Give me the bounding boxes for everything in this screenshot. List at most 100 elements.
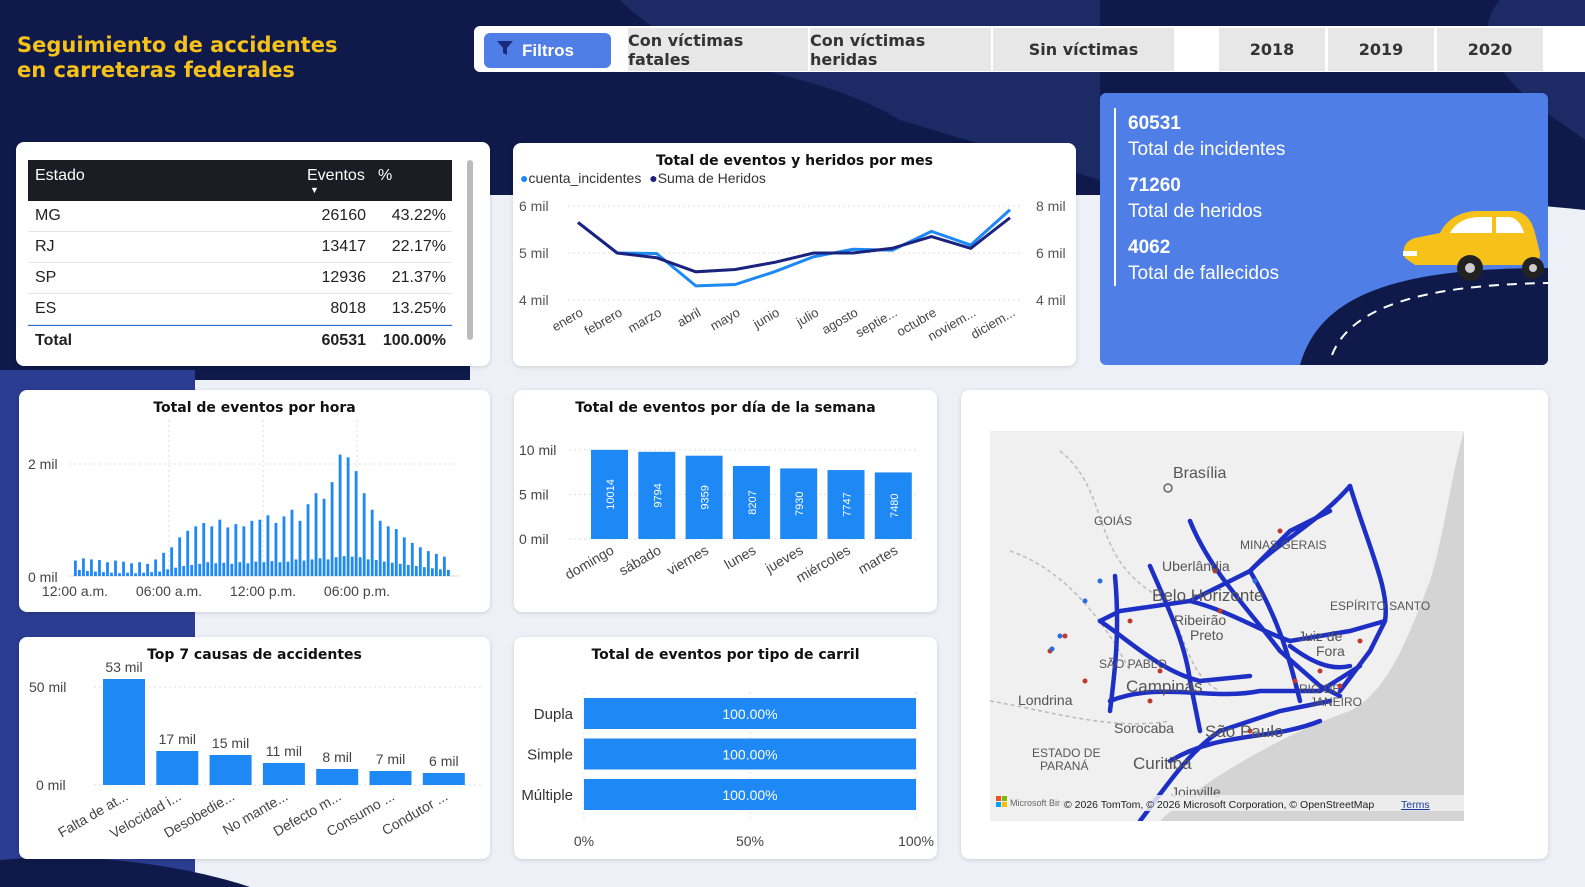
y-tick-lane: Simple bbox=[527, 747, 573, 764]
hourly-bar bbox=[98, 559, 101, 576]
hourly-bar bbox=[394, 529, 398, 576]
microsoft-logo-icon bbox=[996, 802, 1001, 807]
map-accident-dot bbox=[1212, 568, 1218, 574]
hourly-bar bbox=[94, 571, 97, 576]
weekday-bar bbox=[827, 470, 865, 539]
x-tick-day: viernes bbox=[664, 542, 711, 578]
map-accident-dot bbox=[1292, 678, 1298, 684]
lane-bar bbox=[584, 698, 916, 729]
hourly-bar bbox=[230, 563, 234, 576]
map-attribution-bg bbox=[1060, 795, 1464, 811]
hourly-bar bbox=[326, 559, 330, 576]
tab-fatal-victims[interactable]: Con víctimas fatales bbox=[628, 28, 808, 71]
hourly-bar bbox=[382, 561, 386, 576]
hourly-bar bbox=[274, 523, 278, 576]
col-header-eventos[interactable]: Eventos bbox=[307, 167, 365, 184]
weekday-bar-label: 7480 bbox=[889, 493, 901, 517]
y-tick: 5 mil bbox=[519, 487, 549, 503]
map-label: Fora bbox=[1316, 643, 1345, 659]
hourly-bar bbox=[342, 556, 346, 576]
weekday-bar-label: 9359 bbox=[700, 485, 712, 509]
map-terms-link: Terms bbox=[1401, 799, 1430, 811]
tab-injured-victims[interactable]: Con víctimas heridas bbox=[810, 28, 991, 71]
hourly-bar bbox=[430, 568, 434, 576]
legend-incidentes: cuenta_incidentes bbox=[528, 170, 642, 186]
weekday-bar bbox=[874, 472, 912, 539]
state-table: Estado Eventos ▼ % MG 26160 43.22% RJ 13417 2… bbox=[28, 160, 452, 356]
filters-button[interactable]: Filtros bbox=[484, 33, 611, 68]
table-row[interactable]: MG 26160 43.22% bbox=[28, 201, 452, 232]
weekday-bar bbox=[685, 455, 723, 539]
lane-bar-label: 100.00% bbox=[722, 747, 777, 763]
hourly-bar bbox=[262, 562, 266, 576]
sort-desc-icon: ▼ bbox=[310, 185, 319, 195]
hourly-bar bbox=[82, 558, 85, 576]
tab-no-victims[interactable]: Sin víctimas bbox=[993, 28, 1174, 71]
series-line-heridos bbox=[577, 216, 1011, 274]
hourly-bar bbox=[170, 547, 174, 576]
table-total-row: Total 60531 100.00% bbox=[28, 325, 452, 356]
hourly-bar bbox=[266, 515, 270, 576]
hourly-bar bbox=[282, 516, 286, 576]
map-label: PARANÁ bbox=[1040, 758, 1088, 773]
cause-bar-label: 8 mil bbox=[322, 749, 352, 765]
hourly-bar bbox=[378, 520, 382, 576]
series-line-incidentes bbox=[577, 208, 1012, 288]
map-label: Uberlândia bbox=[1162, 558, 1230, 574]
cause-bar-label: 11 mil bbox=[266, 743, 302, 759]
map-route bbox=[1167, 718, 1323, 764]
table-body: MG 26160 43.22% RJ 13417 22.17% SP 12936 21.37% E… bbox=[28, 201, 452, 325]
hourly-bar bbox=[358, 557, 362, 576]
table-row[interactable]: RJ 13417 22.17% bbox=[28, 232, 452, 263]
hourly-bar bbox=[366, 559, 370, 576]
x-tick-month: marzo bbox=[625, 305, 664, 336]
table-row[interactable]: ES 8018 13.25% bbox=[28, 294, 452, 325]
map-label: Londrina bbox=[1018, 692, 1073, 708]
page-title-line2: en carreteras federales bbox=[17, 58, 295, 82]
hourly-bar bbox=[442, 556, 446, 576]
tab-year-2020[interactable]: 2020 bbox=[1437, 28, 1543, 71]
hourly-bar bbox=[202, 523, 206, 576]
map-attribution: © 2026 TomTom, © 2026 Microsoft Corporat… bbox=[1064, 799, 1374, 811]
col-header-pct[interactable]: % bbox=[378, 167, 393, 184]
hourly-bar bbox=[110, 572, 113, 576]
accident-map[interactable]: Brasília GOIÁS MINAS GERAIS Uberlândia Belo … bbox=[990, 431, 1464, 821]
map-accident-dot bbox=[1057, 633, 1063, 639]
cause-bar bbox=[209, 755, 252, 785]
map-label: Campinas bbox=[1126, 677, 1203, 696]
lanes-chart-title: Total de eventos por tipo de carril bbox=[591, 647, 860, 663]
microsoft-logo-icon bbox=[1002, 796, 1007, 801]
hourly-bar bbox=[258, 519, 262, 576]
x-tick-month: febrero bbox=[582, 305, 625, 339]
hourly-bar bbox=[214, 563, 218, 576]
col-header-estado[interactable]: Estado bbox=[35, 167, 85, 184]
cell-eventos: 12936 bbox=[321, 269, 367, 286]
x-tick-day: sábado bbox=[616, 542, 664, 579]
kpi-heridos-label: Total de heridos bbox=[1128, 201, 1263, 222]
map-accident-dot bbox=[1317, 668, 1323, 674]
microsoft-logo-icon bbox=[1002, 802, 1007, 807]
tab-year-2019[interactable]: 2019 bbox=[1328, 28, 1434, 71]
hourly-bar bbox=[102, 572, 105, 576]
x-tick-day: miércoles bbox=[793, 542, 853, 586]
table-row[interactable]: SP 12936 21.37% bbox=[28, 263, 452, 294]
hourly-bar bbox=[210, 526, 214, 576]
x-tick-month: diciem... bbox=[968, 305, 1017, 342]
y-tick-right: 6 mil bbox=[1036, 245, 1066, 261]
cell-estado: SP bbox=[35, 269, 57, 286]
table-scrollbar[interactable] bbox=[467, 160, 473, 340]
hourly-bar bbox=[158, 571, 162, 576]
tab-year-2018[interactable]: 2018 bbox=[1219, 28, 1325, 71]
y-tick-right: 8 mil bbox=[1036, 198, 1066, 214]
map-accident-dot bbox=[1082, 598, 1088, 604]
hourly-bar bbox=[206, 562, 210, 576]
lanes-bar-chart: 0% 50% 100% 100.00% Dupla 100.00% Simple 100.00… bbox=[521, 692, 934, 849]
hourly-bar bbox=[314, 493, 318, 576]
hourly-chart-title: Total de eventos por hora bbox=[153, 400, 356, 416]
map-accident-dot bbox=[1217, 608, 1223, 614]
cell-eventos: 13417 bbox=[321, 238, 367, 255]
map-label: Ribeirão bbox=[1174, 612, 1226, 628]
hourly-bar bbox=[390, 562, 394, 576]
